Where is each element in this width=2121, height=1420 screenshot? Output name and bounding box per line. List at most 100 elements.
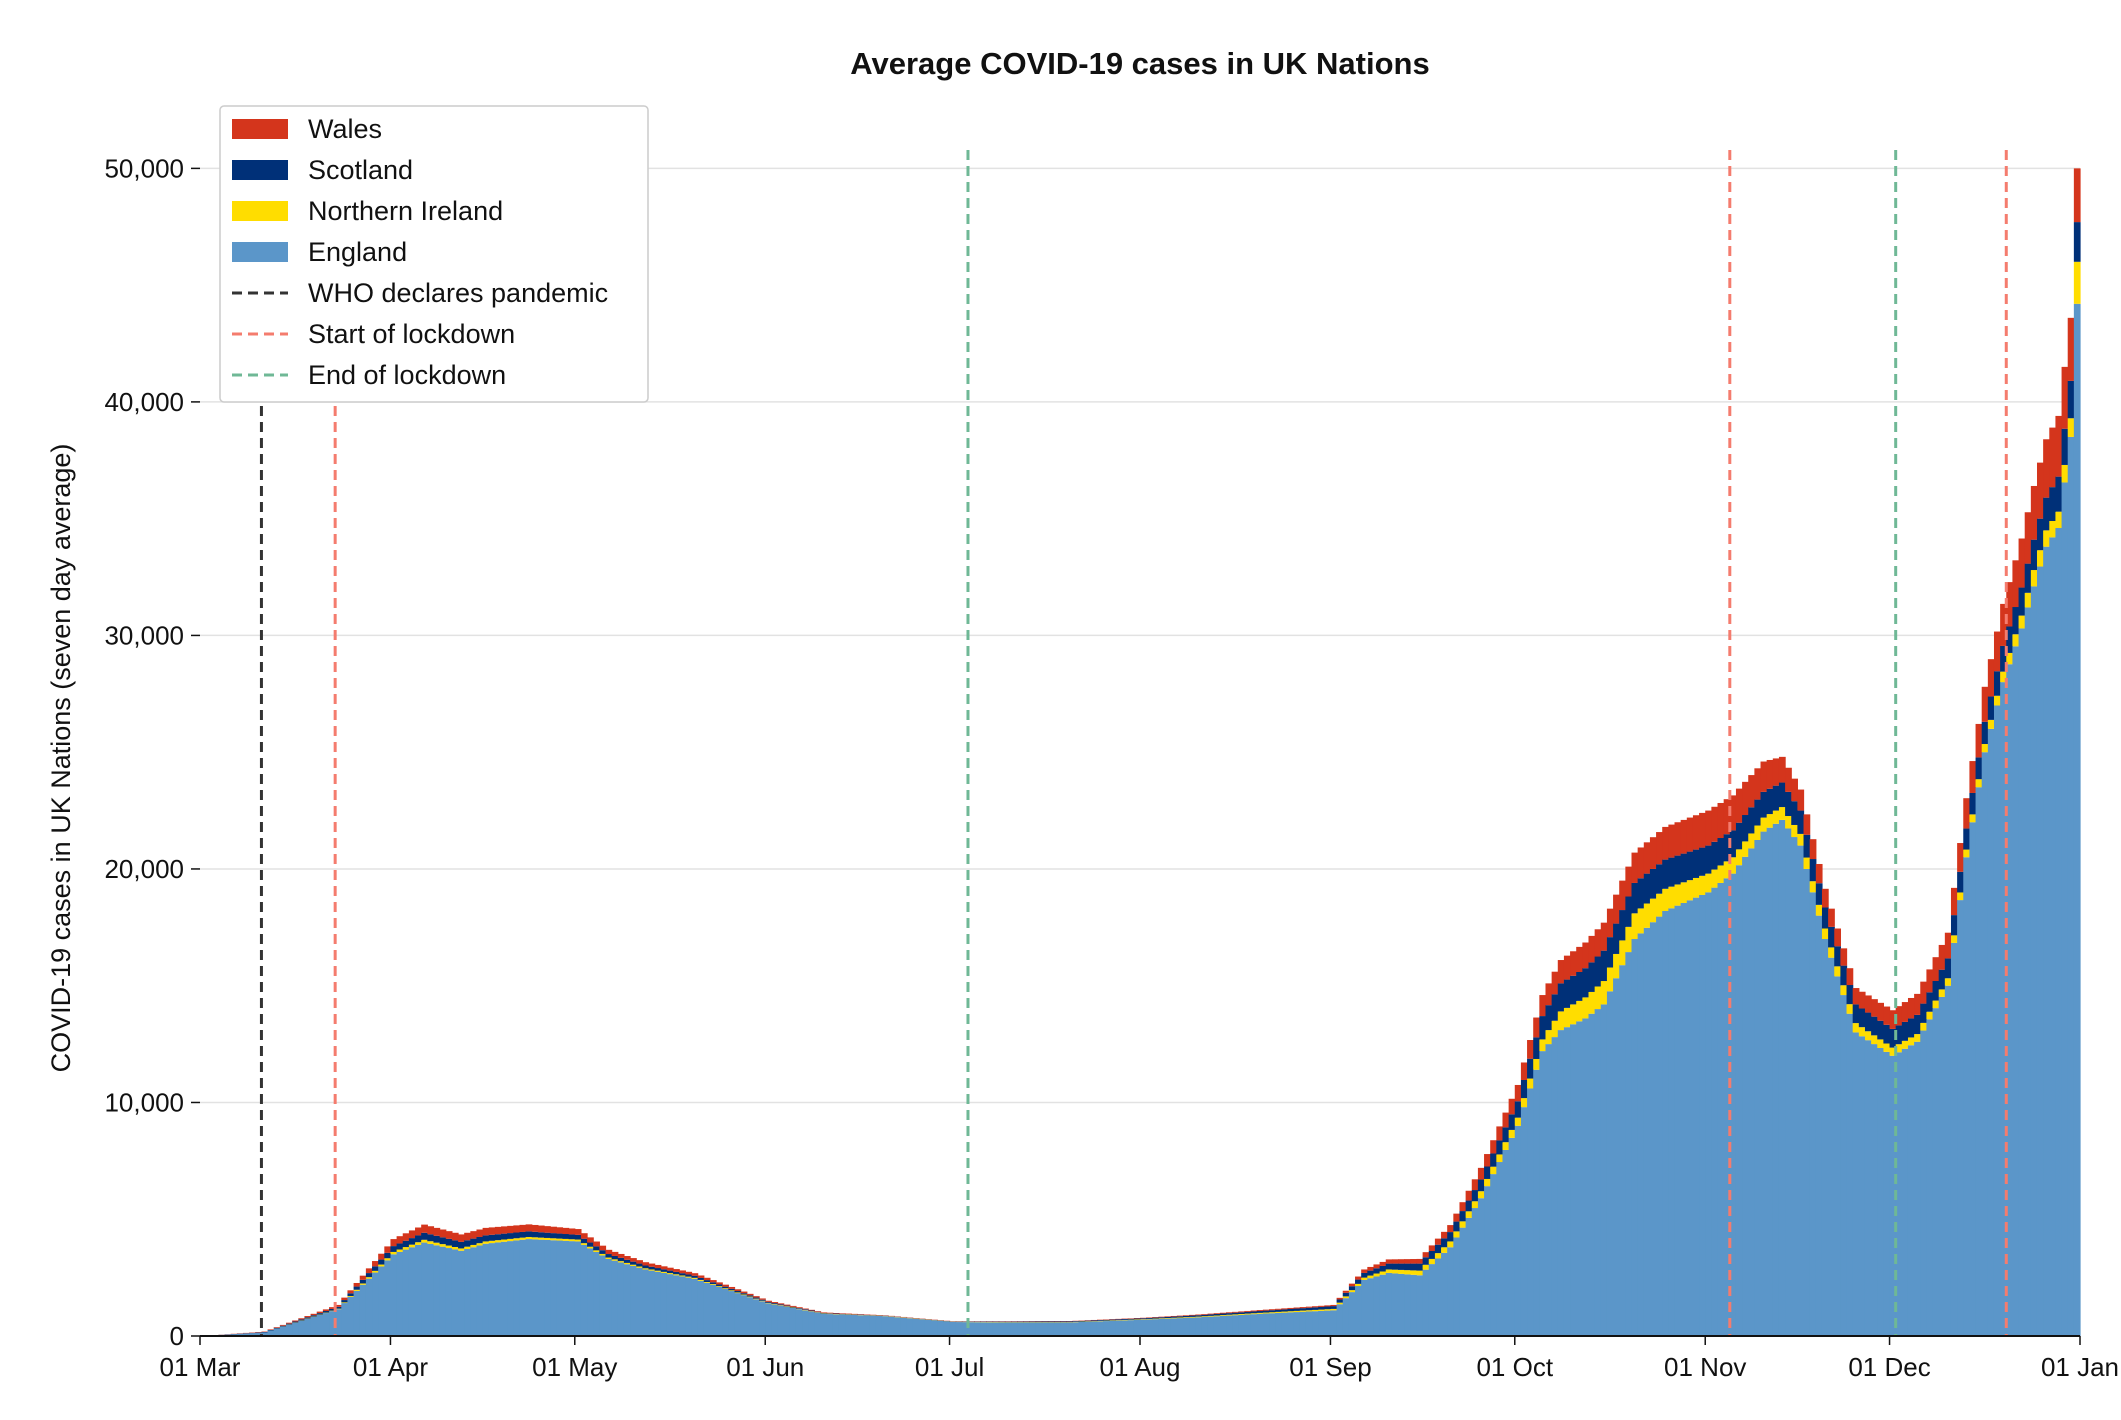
bar-wales: [648, 1263, 656, 1267]
bar-wales: [1975, 723, 1983, 758]
bar-england: [316, 1314, 324, 1336]
bar-scotland: [1226, 1313, 1233, 1315]
bar-scotland: [1815, 883, 1823, 905]
bar-wales: [537, 1225, 545, 1233]
bar-scotland: [636, 1263, 643, 1267]
bar-england: [648, 1270, 656, 1336]
bar-england: [1895, 1052, 1903, 1336]
bar-northern-ireland: [470, 1244, 478, 1248]
bar-northern-ireland: [378, 1264, 385, 1267]
bar-wales: [1453, 1213, 1461, 1222]
bar-scotland: [464, 1240, 471, 1247]
bar-england: [1477, 1198, 1485, 1336]
bar-scotland: [1355, 1279, 1362, 1284]
bar-scotland: [1496, 1140, 1504, 1155]
bar-england: [1096, 1321, 1104, 1336]
bar-wales: [1170, 1315, 1178, 1317]
bar-wales: [1840, 948, 1848, 966]
bar-england: [298, 1320, 306, 1336]
bar-scotland: [501, 1233, 508, 1240]
bar-northern-ireland: [488, 1240, 496, 1244]
bar-scotland: [372, 1266, 379, 1271]
bar-northern-ireland: [1815, 904, 1823, 916]
bar-wales: [396, 1236, 404, 1244]
bar-wales: [740, 1291, 748, 1294]
bar-scotland: [1170, 1316, 1178, 1318]
bar-england: [531, 1239, 539, 1336]
bar-scotland: [458, 1241, 465, 1249]
bar-northern-ireland: [1484, 1178, 1491, 1187]
bar-northern-ireland: [611, 1259, 619, 1261]
bar-england: [1299, 1311, 1307, 1336]
bar-scotland: [2043, 497, 2050, 531]
bar-england: [1330, 1310, 1338, 1336]
bar-england: [1637, 933, 1645, 1336]
bar-northern-ireland: [1514, 1117, 1522, 1126]
bar-scotland: [286, 1323, 293, 1325]
bar-northern-ireland: [1441, 1247, 1448, 1253]
bar-northern-ireland: [1944, 978, 1952, 986]
bar-scotland: [630, 1261, 637, 1265]
bar-scotland: [1760, 791, 1768, 818]
bar-scotland: [335, 1306, 342, 1309]
bar-wales: [1404, 1259, 1411, 1264]
bar-scotland: [1152, 1317, 1160, 1319]
bar-northern-ireland: [390, 1251, 398, 1255]
bar-wales: [814, 1311, 822, 1312]
bar-england: [310, 1316, 318, 1336]
bar-england: [1422, 1269, 1430, 1336]
bar-wales: [1969, 761, 1977, 793]
bar-england: [703, 1282, 711, 1336]
bar-scotland: [1975, 757, 1983, 780]
bar-scotland: [1146, 1317, 1153, 1319]
bar-england: [980, 1322, 988, 1336]
bar-england: [2036, 566, 2044, 1336]
bar-wales: [341, 1297, 349, 1301]
bar-england: [525, 1239, 533, 1336]
bar-england: [390, 1254, 398, 1336]
bar-wales: [838, 1313, 846, 1314]
bar-scotland: [673, 1271, 680, 1275]
bar-england: [1490, 1174, 1497, 1336]
bar-wales: [642, 1262, 650, 1266]
bar-scotland: [1883, 1024, 1891, 1044]
bar-england: [1619, 965, 1626, 1336]
legend-label-end-of-lockdown: End of lockdown: [308, 360, 506, 390]
bar-england: [709, 1284, 717, 1336]
bar-scotland: [1244, 1311, 1252, 1314]
bar-scotland: [1533, 1037, 1540, 1059]
bar-wales: [562, 1227, 570, 1235]
x-tick-label: 01 Mar: [160, 1352, 241, 1382]
bar-england: [1158, 1318, 1166, 1336]
bar-england: [1035, 1322, 1043, 1336]
bar-england: [1465, 1217, 1473, 1336]
x-tick-label: 01 Dec: [1848, 1352, 1930, 1382]
bar-scotland: [1305, 1307, 1313, 1311]
bar-wales: [1508, 1098, 1516, 1115]
bar-wales: [439, 1229, 447, 1238]
bar-wales: [1496, 1126, 1504, 1141]
bar-wales: [408, 1230, 416, 1239]
bar-northern-ireland: [1871, 1035, 1878, 1045]
bar-england: [1963, 857, 1971, 1336]
bar-england: [1078, 1321, 1086, 1336]
bar-northern-ireland: [1852, 1023, 1860, 1033]
bar-england: [826, 1314, 834, 1336]
bar-northern-ireland: [1692, 877, 1700, 898]
bar-scotland: [1312, 1307, 1319, 1310]
bar-northern-ireland: [525, 1236, 533, 1240]
bar-england: [439, 1246, 447, 1336]
bar-scotland: [1508, 1114, 1516, 1130]
bar-wales: [1152, 1317, 1160, 1318]
bar-england: [1066, 1322, 1074, 1336]
bar-england: [1269, 1313, 1276, 1336]
y-tick-label: 20,000: [104, 854, 184, 884]
bar-england: [820, 1313, 828, 1336]
bar-wales: [630, 1258, 637, 1262]
bar-england: [249, 1333, 256, 1336]
bar-northern-ireland: [1889, 1047, 1897, 1056]
bar-northern-ireland: [1729, 857, 1737, 874]
bar-england: [1471, 1208, 1479, 1336]
bar-wales: [1594, 929, 1602, 957]
bar-northern-ireland: [1864, 1031, 1872, 1041]
